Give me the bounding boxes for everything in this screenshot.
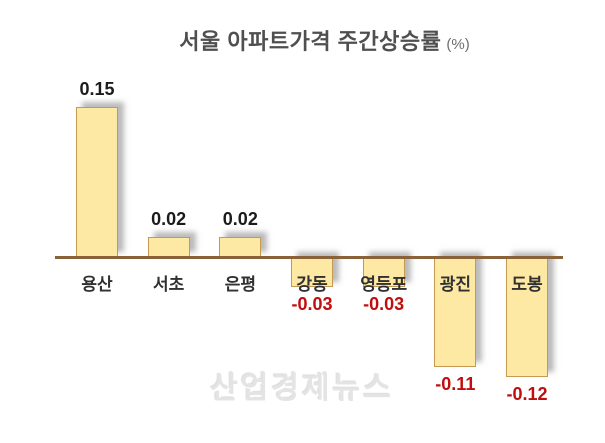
category-label-은평: 은평: [224, 275, 256, 294]
category-label-강동: 강동: [296, 275, 328, 294]
bar-영등포: [362, 257, 405, 287]
category-label-영등포: 영등포: [360, 275, 408, 294]
value-label-영등포: -0.03: [363, 294, 405, 314]
value-label-용산: 0.15: [79, 79, 115, 99]
value-label-은평: 0.02: [222, 209, 258, 229]
value-label-광진: -0.11: [435, 374, 476, 394]
category-label-서초: 서초: [153, 275, 185, 294]
chart-title: 서울 아파트가격 주간상승률 (%): [22, 24, 605, 56]
x-axis-line: [55, 256, 563, 259]
category-label-용산: 용산: [81, 275, 113, 294]
chart-title-text: 서울 아파트가격 주간상승률: [179, 29, 442, 54]
bar-광진: [434, 257, 477, 367]
bar-용산: [76, 107, 118, 257]
bar-은평: [219, 237, 262, 257]
value-label-강동: -0.03: [291, 294, 333, 314]
category-label-도봉: 도봉: [511, 275, 543, 294]
chart-title-unit: (%): [446, 36, 470, 53]
bar-서초: [147, 237, 190, 257]
value-label-서초: 0.02: [151, 209, 187, 229]
bar-도봉: [506, 257, 548, 377]
watermark-text: 산업경제뉴스: [210, 372, 394, 405]
value-label-도봉: -0.12: [506, 384, 548, 404]
category-label-광진: 광진: [439, 275, 471, 294]
